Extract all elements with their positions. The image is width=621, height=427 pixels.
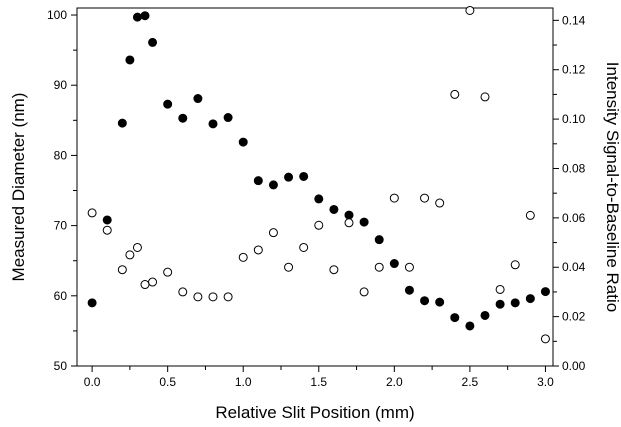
x-tick-label: 2.0 — [386, 375, 403, 389]
y2-tick-label: 0.10 — [562, 112, 586, 126]
y-tick-label: 70 — [54, 219, 68, 233]
ratio-point — [329, 265, 339, 275]
ratio-point — [125, 250, 135, 260]
y2-axis-title: Intensity Signal-to-Baseline Ratio — [603, 62, 621, 312]
diameter-point — [404, 285, 414, 295]
ratio-point — [465, 5, 475, 15]
ratio-point — [404, 262, 414, 272]
y-axis-title: Measured Diameter (nm) — [9, 93, 28, 282]
diameter-point — [510, 298, 520, 308]
ratio-point — [450, 89, 460, 99]
diameter-point — [465, 321, 475, 331]
diameter-point — [87, 298, 97, 308]
y-tick-label: 90 — [54, 78, 68, 92]
diameter-point — [208, 119, 218, 129]
ratio-point — [87, 208, 97, 218]
ratio-point — [374, 262, 384, 272]
diameter-point — [359, 217, 369, 227]
diameter-point — [374, 235, 384, 245]
x-tick-label: 0.0 — [84, 375, 101, 389]
ratio-point — [238, 252, 248, 262]
diameter-point — [132, 12, 142, 22]
ratio-point — [208, 292, 218, 302]
x-tick-label: 0.5 — [159, 375, 176, 389]
y-tick-label: 80 — [54, 148, 68, 162]
diameter-point — [540, 287, 550, 297]
diameter-point — [140, 11, 150, 21]
diameter-point — [178, 113, 188, 123]
plot-frame — [76, 7, 554, 367]
ratio-point — [389, 193, 399, 203]
diameter-point — [193, 94, 203, 104]
diameter-point — [102, 215, 112, 225]
ratio-point — [253, 245, 263, 255]
y2-tick-label: 0.12 — [562, 63, 586, 77]
diameter-point — [163, 99, 173, 109]
diameter-point — [284, 172, 294, 182]
diameter-point — [525, 294, 535, 304]
diameter-point — [495, 299, 505, 309]
ratio-point — [193, 292, 203, 302]
y2-tick-label: 0.08 — [562, 161, 586, 175]
ratio-point — [495, 284, 505, 294]
ratio-point — [148, 277, 158, 287]
y2-tick-label: 0.14 — [562, 13, 586, 27]
diameter-point — [420, 296, 430, 306]
ratio-point — [359, 287, 369, 297]
ratio-point — [344, 218, 354, 228]
y-tick-label: 60 — [54, 289, 68, 303]
x-axis-title: Relative Slit Position (mm) — [215, 403, 414, 422]
ratio-point — [435, 198, 445, 208]
y2-tick-label: 0.00 — [562, 359, 586, 373]
diameter-point — [389, 259, 399, 269]
diameter-point — [117, 118, 127, 128]
diameter-point — [223, 113, 233, 123]
diameter-point — [450, 313, 460, 323]
ratio-point — [314, 220, 324, 230]
x-tick-label: 1.0 — [235, 375, 252, 389]
diameter-point — [480, 310, 490, 320]
ratio-point — [480, 92, 490, 102]
ratio-point — [284, 262, 294, 272]
ratio-point — [420, 193, 430, 203]
ratio-point — [525, 210, 535, 220]
diameter-point — [268, 180, 278, 190]
diameter-point — [435, 297, 445, 307]
y2-tick-label: 0.02 — [562, 310, 586, 324]
diameter-point — [329, 204, 339, 214]
diameter-point — [314, 194, 324, 204]
y-tick-label: 50 — [54, 359, 68, 373]
ratio-point — [178, 287, 188, 297]
diameter-point — [238, 137, 248, 147]
y-tick-label: 100 — [47, 8, 67, 22]
ratio-point — [540, 334, 550, 344]
diameter-point — [253, 176, 263, 186]
ratio-point — [268, 228, 278, 238]
ratio-point — [132, 242, 142, 252]
diameter-point — [344, 210, 354, 220]
ratio-point — [163, 267, 173, 277]
diameter-point — [299, 171, 309, 181]
diameter-point — [125, 55, 135, 65]
ratio-point — [223, 292, 233, 302]
x-tick-label: 1.5 — [310, 375, 327, 389]
x-tick-label: 3.0 — [537, 375, 554, 389]
diameter-point — [148, 37, 158, 47]
ratio-point — [299, 242, 309, 252]
ratio-point — [510, 260, 520, 270]
y2-tick-label: 0.06 — [562, 211, 586, 225]
ratio-point — [140, 280, 150, 290]
x-tick-label: 2.5 — [462, 375, 479, 389]
ratio-point — [117, 265, 127, 275]
ratio-point — [102, 225, 112, 235]
y2-tick-label: 0.04 — [562, 260, 586, 274]
